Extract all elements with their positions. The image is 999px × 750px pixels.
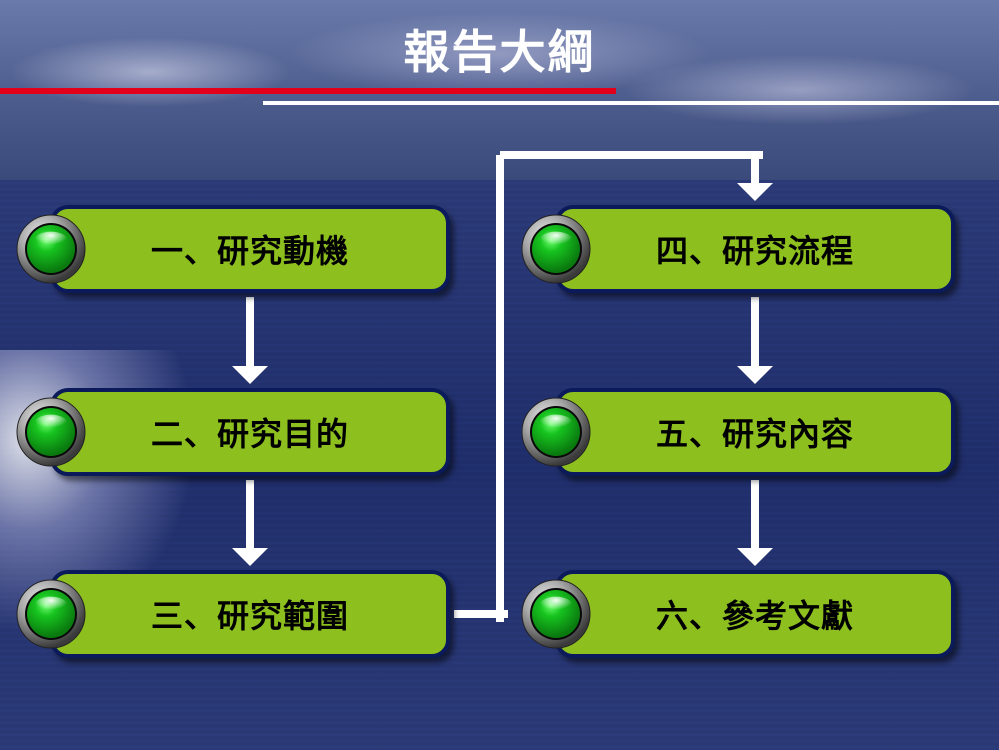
flow-node-n1: 一、研究動機 — [50, 205, 450, 293]
orb-icon — [16, 579, 86, 649]
arrowhead-icon — [737, 183, 773, 201]
orb-icon — [521, 214, 591, 284]
flow-node-n3: 三、研究範圍 — [50, 570, 450, 658]
arrowhead-icon — [737, 366, 773, 384]
arrowhead-icon — [232, 548, 268, 566]
title-underline-white — [263, 101, 999, 105]
flow-node-n5: 五、研究內容 — [555, 388, 955, 476]
flow-node-n6: 六、參考文獻 — [555, 570, 955, 658]
connector-line — [496, 155, 504, 622]
slide-title: 報告大綱 — [0, 16, 999, 82]
connector-line — [751, 480, 759, 552]
connector-line — [500, 151, 763, 159]
arrowhead-icon — [737, 548, 773, 566]
flow-node-n4: 四、研究流程 — [555, 205, 955, 293]
flow-node-label: 五、研究內容 — [656, 409, 854, 455]
orb-icon — [521, 397, 591, 467]
flow-node-label: 一、研究動機 — [151, 226, 349, 272]
title-underline-red — [0, 88, 616, 94]
flow-node-n2: 二、研究目的 — [50, 388, 450, 476]
connector-line — [246, 480, 254, 552]
orb-icon — [521, 579, 591, 649]
flow-node-label: 六、參考文獻 — [656, 591, 854, 637]
orb-icon — [16, 214, 86, 284]
flow-node-label: 四、研究流程 — [656, 226, 854, 272]
connector-line — [751, 297, 759, 370]
connector-line — [246, 297, 254, 370]
orb-icon — [16, 397, 86, 467]
flow-node-label: 二、研究目的 — [151, 409, 349, 455]
arrowhead-icon — [232, 366, 268, 384]
flow-node-label: 三、研究範圍 — [151, 591, 349, 637]
